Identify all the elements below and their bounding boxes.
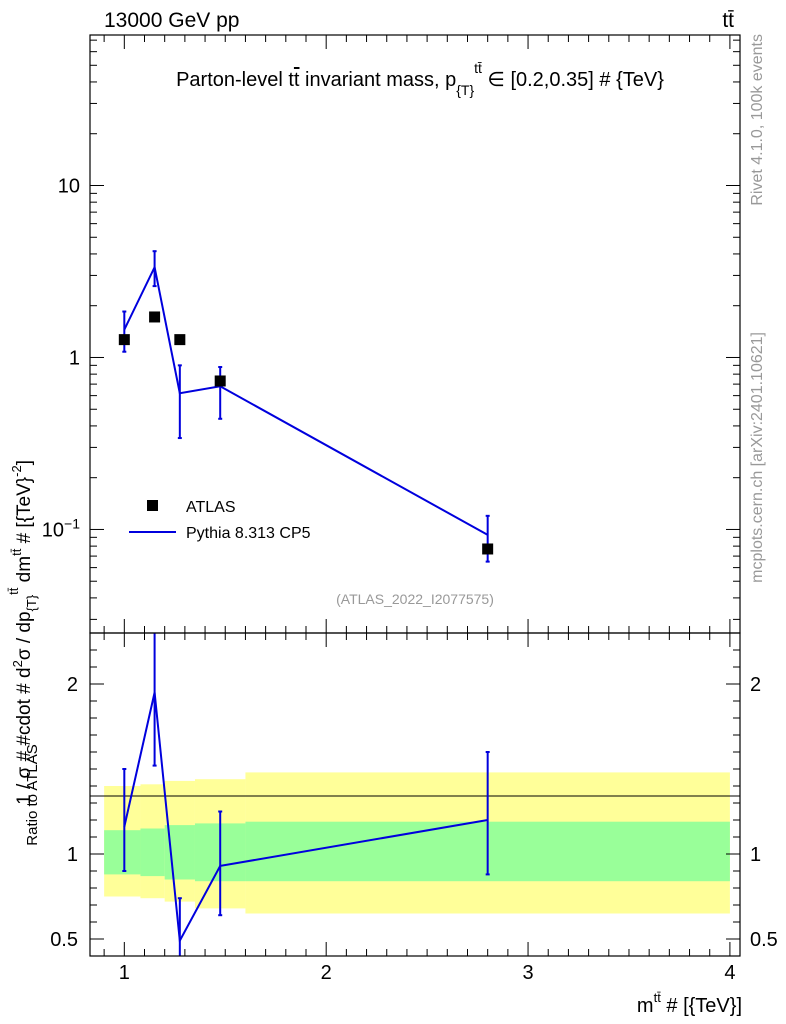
stat-uncertainty-band xyxy=(140,828,165,877)
main-y-ticks: 10−1 1 10 xyxy=(42,39,740,620)
xlabel-b: # [{TeV}] xyxy=(661,995,742,1017)
legend: ATLAS Pythia 8.313 CP5 xyxy=(129,499,311,542)
ratio-uncertainty-bands xyxy=(104,772,730,914)
title-prefix: Parton-level t xyxy=(176,69,294,91)
main-x-ticks xyxy=(103,35,731,633)
rivet-label: Rivet 4.1.0, 100k events xyxy=(749,34,766,206)
main-y-label: 1 / σ # #cdot # d2σ / dp{T}tt̄ dmtt̄ # [… xyxy=(6,460,39,805)
atlas-data-point xyxy=(118,334,130,346)
mcplots-label: mcplots.cern.ch [arXiv:2401.10621] xyxy=(749,332,766,583)
atlas-data-point xyxy=(149,311,161,323)
legend-marker-atlas xyxy=(147,500,158,511)
ylabel-b: σ / dp xyxy=(14,611,35,660)
x-tick-label: 2 xyxy=(321,962,332,984)
main-panel: 10−1 1 10 Parton-level tt invariant mass, … xyxy=(6,34,741,805)
ratio-y-tick-label-right: 0.5 xyxy=(750,929,778,951)
ylabel-d: # [{TeV} xyxy=(14,477,35,549)
ratio-y-ticks: 0.5 0.5 1 1 2 2 xyxy=(50,649,778,951)
title-suffix: ∈ [0.2,0.35] # {TeV} xyxy=(482,69,664,91)
ratio-y-tick-label-left: 1 xyxy=(67,844,78,866)
x-axis-label: mtt̄ # [{TeV}] xyxy=(637,990,742,1017)
xlabel-a: m xyxy=(637,995,654,1017)
ylabel-b-sup: tt̄ xyxy=(6,587,21,595)
legend-label-atlas: ATLAS xyxy=(186,499,236,516)
main-y-tick-label: 10 xyxy=(58,175,80,197)
x-tick-label: 4 xyxy=(724,962,735,984)
title-sub: {T} xyxy=(456,82,474,98)
main-data-layer xyxy=(118,250,494,563)
x-tick-label: 3 xyxy=(522,962,533,984)
title-sup: tt̄ xyxy=(474,60,482,76)
ylabel-d-sup: -2 xyxy=(9,465,24,477)
atlas-data-point xyxy=(174,334,186,346)
title-tbar: t xyxy=(294,69,300,91)
atlas-data-point xyxy=(482,543,494,555)
ylabel-e: ] xyxy=(14,460,35,465)
title-mid: invariant mass, p xyxy=(299,69,456,91)
ratio-y-tick-label-right: 2 xyxy=(750,674,761,696)
ratio-clipped-group xyxy=(122,633,490,956)
ylabel-b-sub: {T} xyxy=(24,594,39,611)
ratio-x-ticks: 1 2 3 4 xyxy=(103,633,735,984)
ratio-frame xyxy=(89,632,741,957)
x-tick-label: 1 xyxy=(119,962,130,984)
stat-uncertainty-band xyxy=(104,830,141,875)
main-frame xyxy=(89,34,741,634)
energy-label: 13000 GeV pp xyxy=(104,9,239,32)
main-y-tick-label: 1 xyxy=(69,347,80,369)
ratio-y-tick-label-right: 1 xyxy=(750,844,761,866)
pythia-line xyxy=(123,264,489,536)
ylabel-c-sup: tt̄ xyxy=(9,548,24,556)
ratio-y-label: Ratio to ATLAS xyxy=(24,744,41,845)
ratio-y-tick-label-left: 2 xyxy=(67,674,78,696)
atlas-data-point xyxy=(214,375,226,387)
ratio-y-tick-label-left: 0.5 xyxy=(50,929,78,951)
ratio-data-layer xyxy=(122,633,490,956)
ylabel-a-sup: 2 xyxy=(10,660,25,667)
main-y-tick-label: 10−1 xyxy=(42,515,80,541)
xlabel-a-sup: tt̄ xyxy=(654,990,662,1005)
ylabel-c: dm xyxy=(14,556,35,588)
ratio-panel: 0.5 0.5 1 1 2 2 1 2 3 4 Ratio to ATLAS mtt̄ # [{… xyxy=(24,632,778,1017)
process-label: tt̄ xyxy=(722,9,734,32)
legend-label-pythia: Pythia 8.313 CP5 xyxy=(186,525,311,542)
analysis-watermark: (ATLAS_2022_I2077575) xyxy=(336,591,494,607)
main-title: Parton-level tt invariant mass, p{T}tt̄ … xyxy=(176,60,664,98)
ylabel-a: 1 / σ # #cdot # d xyxy=(14,667,35,804)
